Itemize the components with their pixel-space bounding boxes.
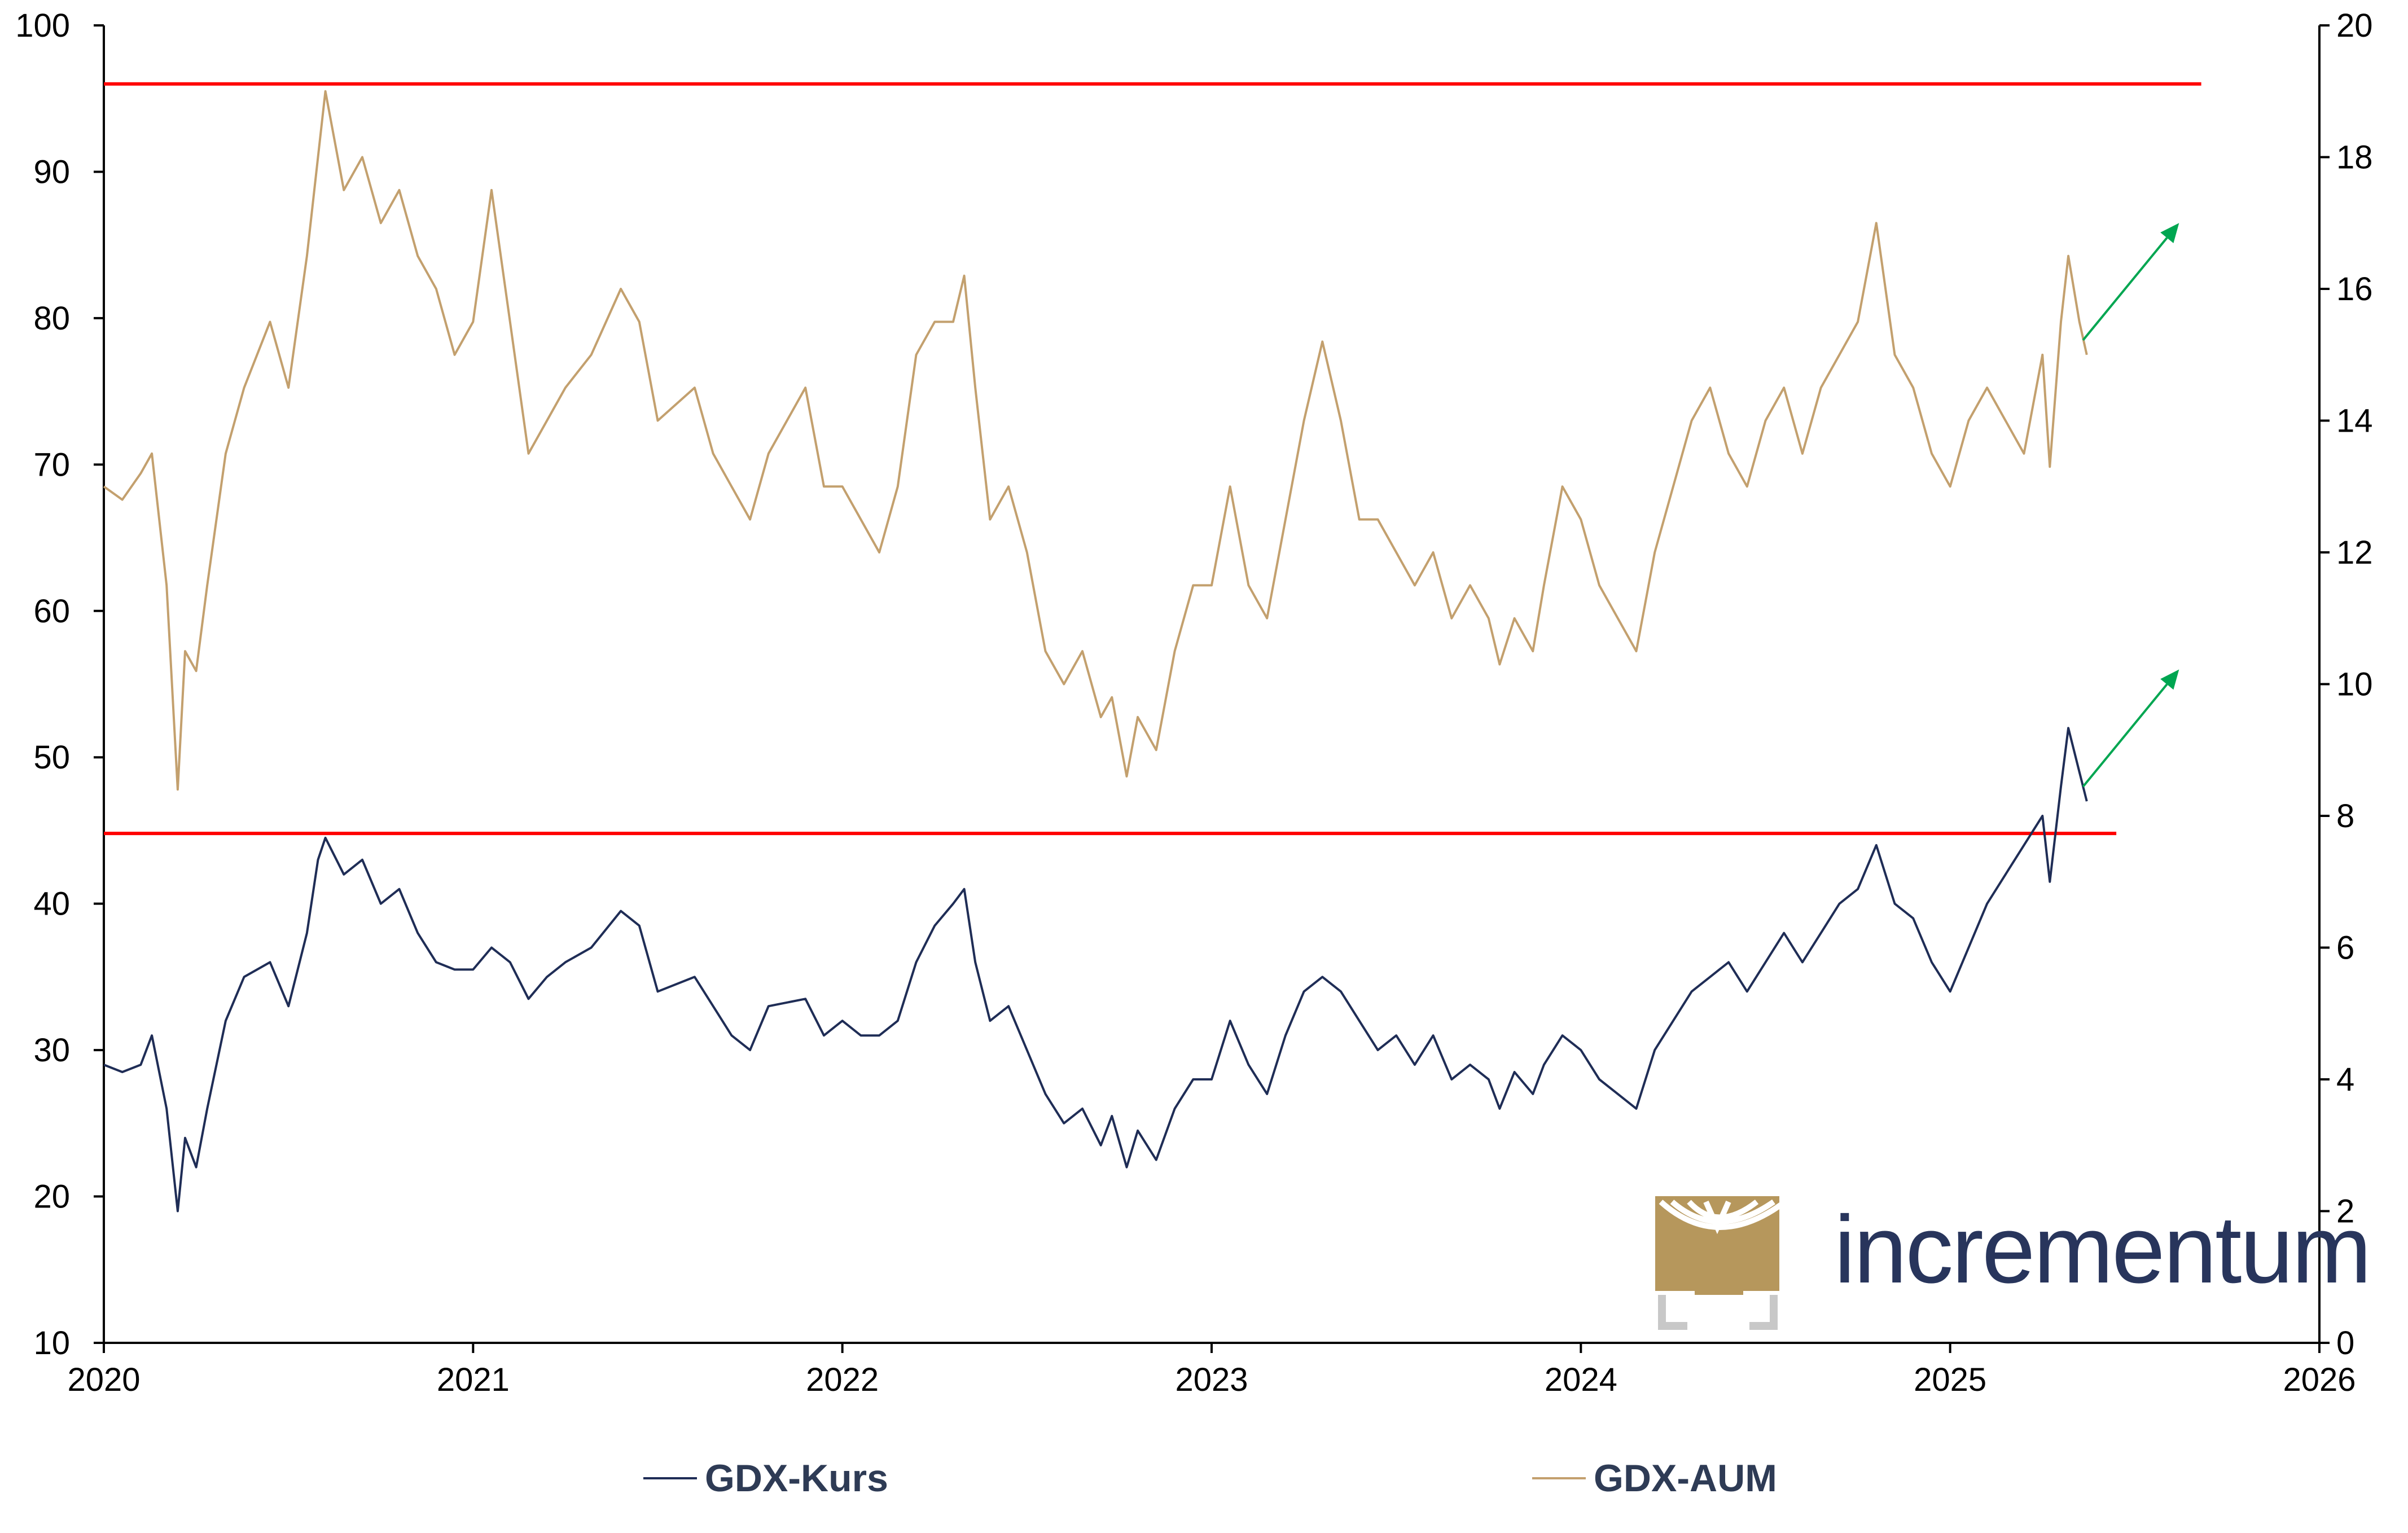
legend-label-kurs: GDX-Kurs xyxy=(705,1457,888,1500)
right-tick-label: 14 xyxy=(2336,403,2373,440)
x-tick-label: 2022 xyxy=(806,1361,879,1398)
left-axis-ticks: 10 20 30 40 50 60 70 80 90 100 xyxy=(15,7,104,1361)
legend-item-kurs: GDX-Kurs xyxy=(643,1453,888,1504)
right-tick-label: 8 xyxy=(2336,798,2354,834)
series-lines xyxy=(103,90,2088,1213)
left-tick-label: 10 xyxy=(33,1325,70,1361)
x-tick-label: 2023 xyxy=(1175,1361,1248,1398)
right-tick-label: 4 xyxy=(2336,1061,2354,1098)
series-line-aum xyxy=(103,90,2088,791)
left-tick-label: 20 xyxy=(33,1179,70,1215)
x-tick-label: 2026 xyxy=(2283,1361,2356,1398)
trend-arrow-head xyxy=(2160,669,2179,690)
x-tick-label: 2021 xyxy=(437,1361,510,1398)
right-tick-label: 10 xyxy=(2336,666,2373,703)
axes xyxy=(103,25,2321,1344)
left-tick-label: 80 xyxy=(33,300,70,337)
left-tick-label: 40 xyxy=(33,886,70,923)
trend-arrows xyxy=(2082,223,2179,788)
legend-swatch-aum xyxy=(1532,1477,1586,1479)
x-axis-ticks: 2020 2021 2022 2023 2024 2025 2026 xyxy=(67,1343,2356,1398)
left-tick-label: 60 xyxy=(33,593,70,630)
legend-label-aum: GDX-AUM xyxy=(1594,1457,1777,1500)
left-tick-label: 90 xyxy=(33,153,70,190)
left-tick-label: 70 xyxy=(33,446,70,483)
trend-arrow xyxy=(2082,237,2168,341)
right-tick-label: 0 xyxy=(2336,1325,2354,1361)
right-tick-label: 6 xyxy=(2336,930,2354,967)
right-axis-ticks: 0 2 4 6 8 10 12 14 16 18 20 xyxy=(2319,7,2373,1361)
brand-wordmark: incrementum xyxy=(1834,1196,2372,1303)
legend-swatch-kurs xyxy=(643,1477,697,1479)
right-tick-label: 20 xyxy=(2336,7,2373,44)
left-tick-label: 30 xyxy=(33,1032,70,1069)
right-tick-label: 16 xyxy=(2336,271,2373,308)
reference-lines xyxy=(104,82,2201,836)
right-tick-label: 18 xyxy=(2336,139,2373,176)
trend-arrow-head xyxy=(2160,223,2179,244)
x-tick-label: 2024 xyxy=(1545,1361,1617,1398)
trend-arrow xyxy=(2082,683,2168,788)
x-tick-label: 2025 xyxy=(1914,1361,1986,1398)
series-line-kurs xyxy=(103,727,2088,1213)
x-tick-label: 2020 xyxy=(67,1361,140,1398)
right-tick-label: 2 xyxy=(2336,1193,2354,1230)
legend-item-aum: GDX-AUM xyxy=(1532,1453,1777,1504)
tree-logo-icon xyxy=(1655,1196,1787,1330)
left-tick-label: 100 xyxy=(15,7,70,44)
right-tick-label: 12 xyxy=(2336,534,2373,571)
left-tick-label: 50 xyxy=(33,739,70,776)
